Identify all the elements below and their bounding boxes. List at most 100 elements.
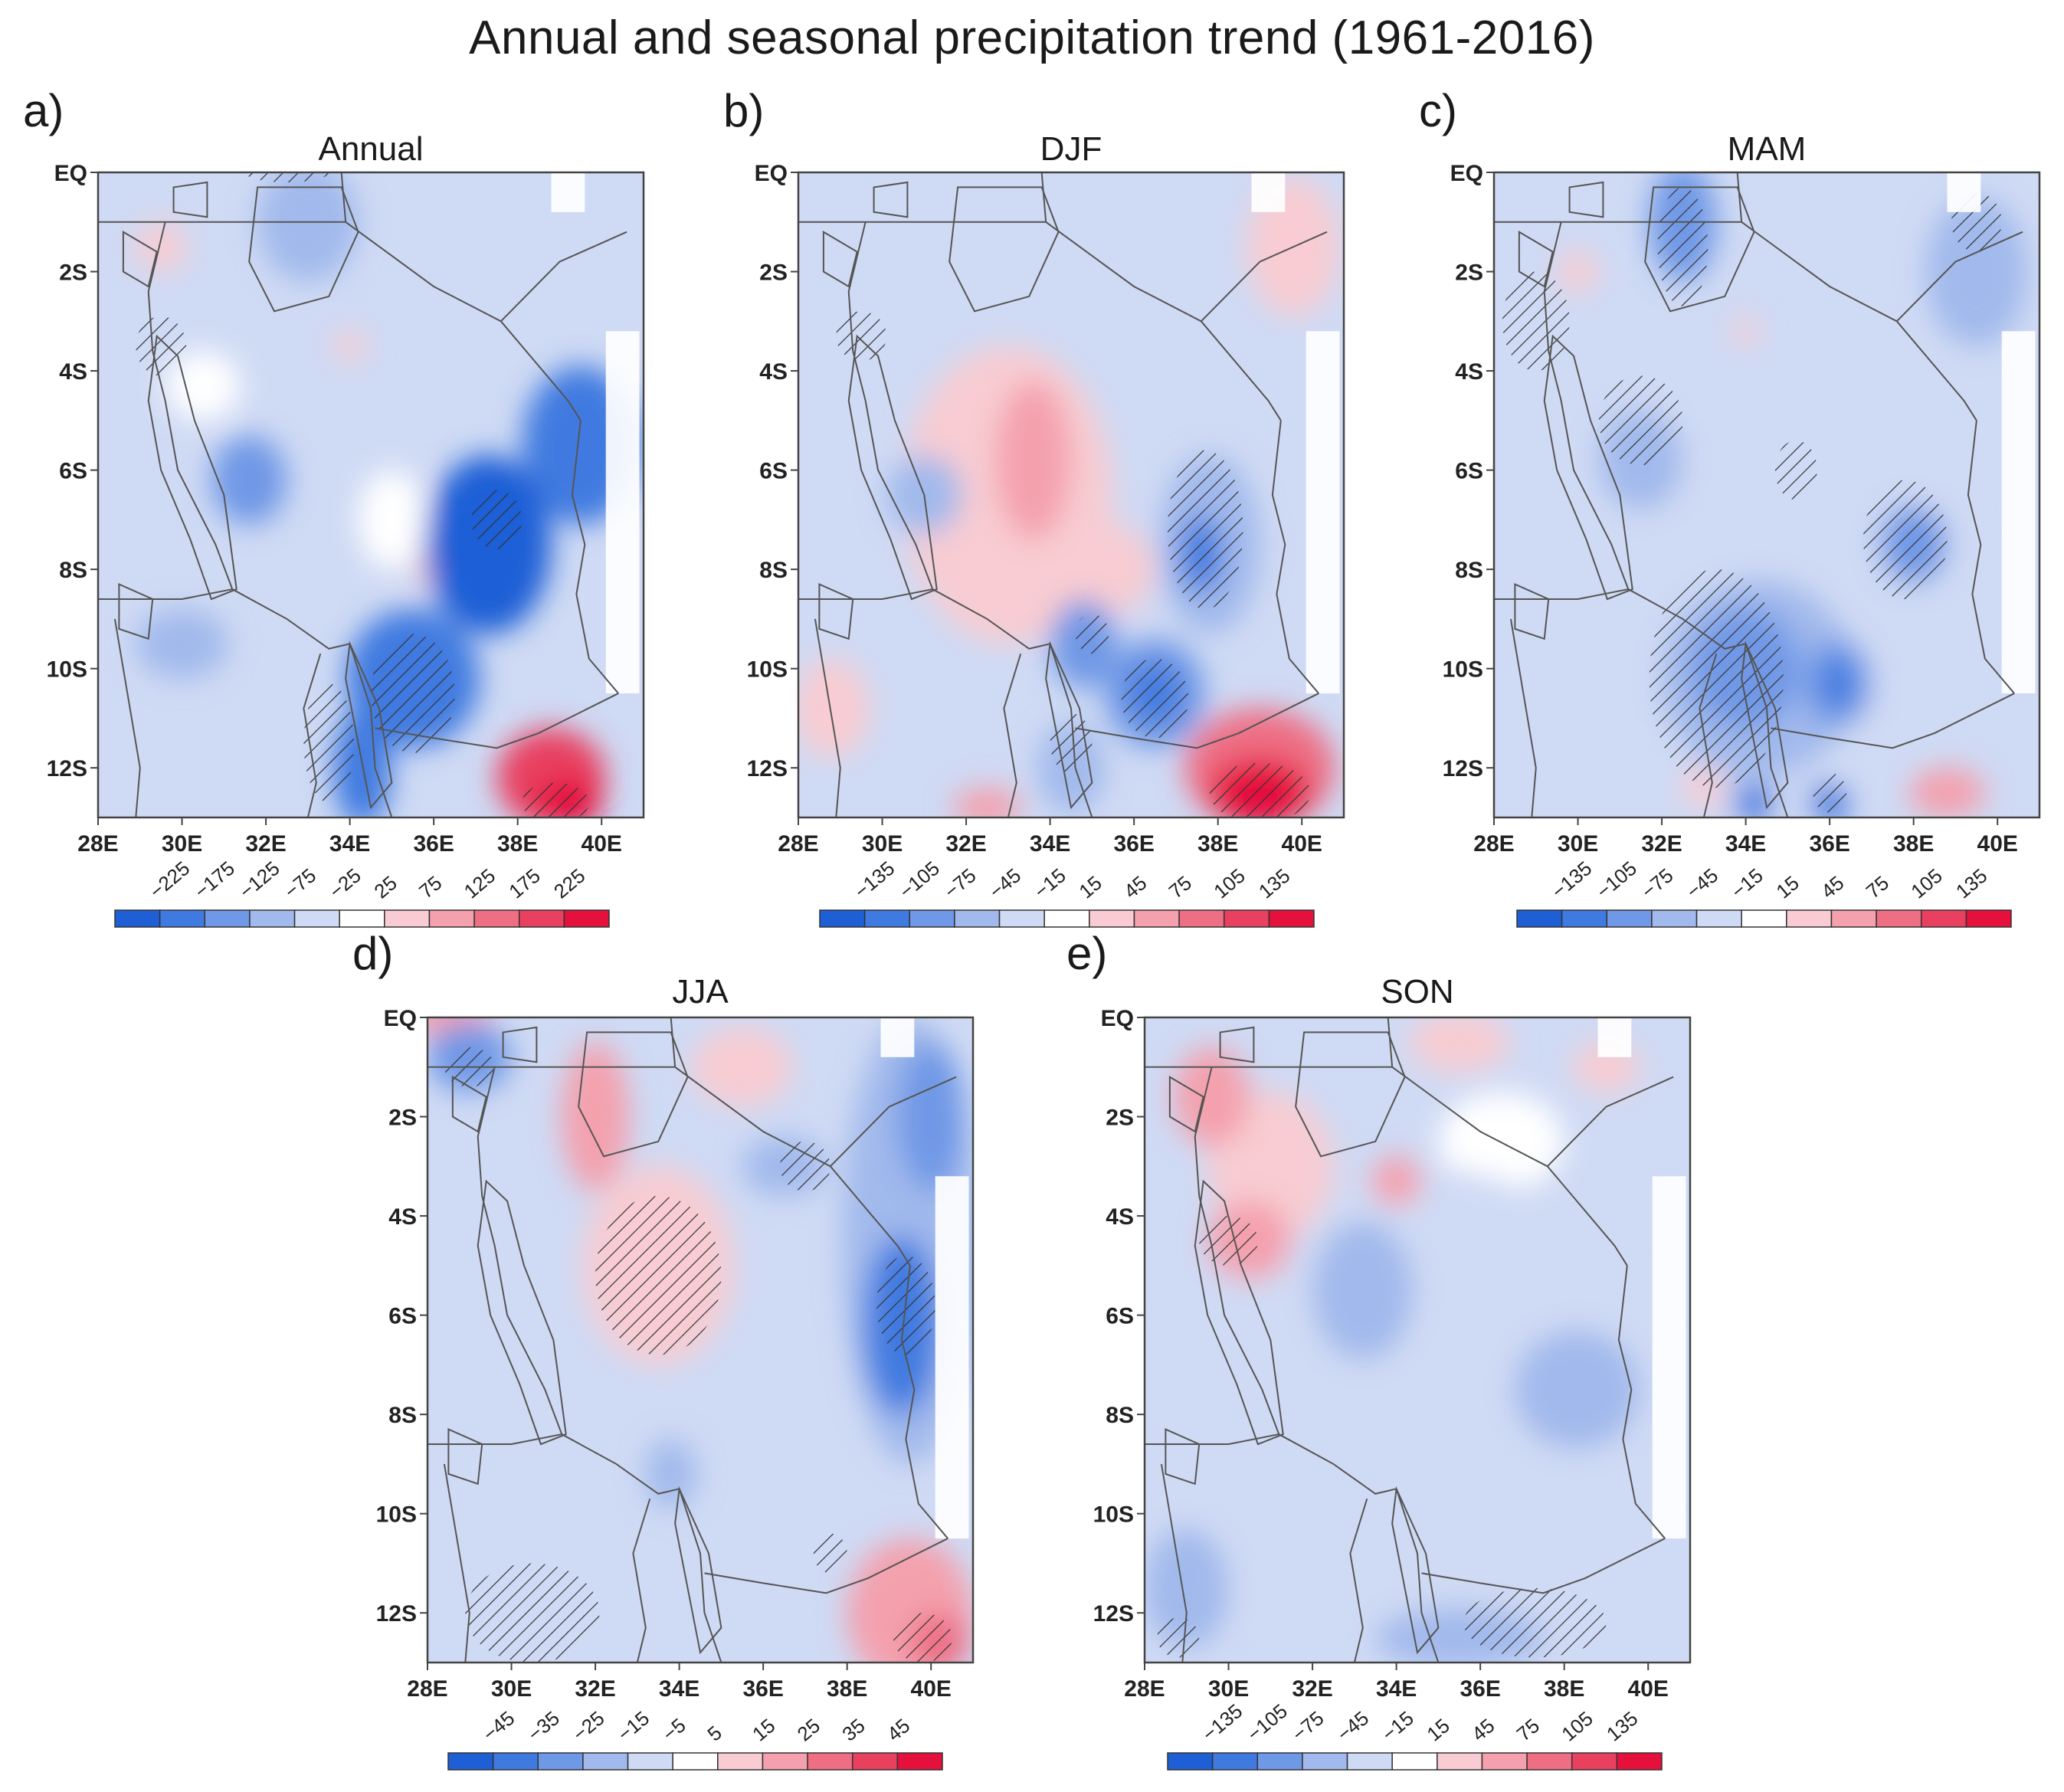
significance-hatch bbox=[1167, 450, 1243, 609]
significance-hatch bbox=[1209, 762, 1311, 817]
x-tick-label: 32E bbox=[575, 1676, 615, 1702]
map-frame bbox=[1143, 1016, 1692, 1664]
x-tick-label: 36E bbox=[413, 831, 454, 857]
country-border bbox=[1003, 653, 1022, 817]
significance-hatch bbox=[471, 490, 523, 550]
country-border bbox=[500, 231, 627, 323]
country-border bbox=[231, 588, 350, 650]
colorbar-swatch bbox=[563, 909, 610, 928]
country-border bbox=[303, 653, 322, 817]
country-border bbox=[814, 618, 841, 817]
colorbar-swatch bbox=[1211, 1752, 1259, 1771]
field-blob bbox=[897, 1042, 965, 1191]
significance-hatch bbox=[1075, 614, 1109, 654]
country-border bbox=[571, 420, 619, 694]
x-tick-label: 28E bbox=[778, 831, 818, 857]
significance-hatch bbox=[1199, 1216, 1258, 1266]
y-tick-label: 2S bbox=[759, 260, 788, 286]
country-border bbox=[1547, 1076, 1674, 1168]
country-border bbox=[932, 588, 1050, 650]
y-tick-label: 4S bbox=[1106, 1204, 1134, 1230]
field-blob bbox=[1438, 1092, 1564, 1191]
country-border bbox=[1627, 588, 1746, 650]
lake-outline bbox=[447, 1428, 483, 1486]
colorbar-tick-label: 105 bbox=[1557, 1707, 1597, 1746]
country-border bbox=[1509, 618, 1537, 817]
field-blob bbox=[1409, 1017, 1510, 1073]
map-frame bbox=[1492, 171, 2041, 819]
significance-hatch bbox=[1863, 480, 1948, 600]
y-tick-label: 2S bbox=[388, 1106, 417, 1131]
x-tick-label: 38E bbox=[827, 1676, 867, 1702]
lake-outline bbox=[172, 181, 208, 218]
significance-hatch bbox=[136, 316, 187, 376]
x-tick-label: 30E bbox=[491, 1676, 532, 1702]
field-blob bbox=[257, 172, 359, 282]
colorbar-swatch bbox=[1268, 909, 1315, 928]
y-tick-label: 10S bbox=[376, 1502, 417, 1528]
lake-outline bbox=[822, 230, 858, 288]
x-tick-label: 30E bbox=[1208, 1676, 1249, 1702]
colorbar-swatch bbox=[1437, 1752, 1483, 1771]
country-border bbox=[98, 588, 233, 601]
panel-e-letter: e) bbox=[1066, 928, 1108, 979]
country-border bbox=[1271, 420, 1319, 694]
panel-b-title: DJF bbox=[1040, 130, 1102, 168]
missing-data bbox=[935, 1176, 969, 1539]
missing-data bbox=[551, 172, 585, 212]
field-blob bbox=[136, 608, 228, 679]
significance-hatch bbox=[522, 782, 589, 817]
significance-hatch bbox=[595, 1196, 722, 1355]
lake-outline bbox=[1391, 1486, 1440, 1655]
field-blob bbox=[995, 381, 1071, 540]
map-field bbox=[798, 172, 1344, 817]
lake-outline bbox=[1045, 640, 1093, 810]
x-tick-label: 32E bbox=[245, 831, 286, 857]
field-blob bbox=[358, 470, 426, 570]
x-tick-label: 34E bbox=[329, 831, 370, 857]
panel-c-title: MAM bbox=[1727, 130, 1807, 168]
country-border bbox=[632, 1498, 651, 1663]
field-blob bbox=[1733, 782, 1775, 817]
y-tick-label: EQ bbox=[1101, 1006, 1134, 1031]
country-border bbox=[798, 588, 933, 601]
x-tick-label: 40E bbox=[1282, 831, 1322, 857]
colorbar-swatch bbox=[1391, 1752, 1438, 1771]
missing-data bbox=[1306, 331, 1340, 694]
lake-outline bbox=[1543, 334, 1633, 601]
x-tick-label: 38E bbox=[1893, 831, 1934, 857]
field-blob bbox=[1513, 1330, 1640, 1450]
country-border bbox=[847, 221, 934, 590]
country-border bbox=[1040, 172, 1047, 222]
y-tick-label: 12S bbox=[47, 756, 87, 781]
y-tick-label: 10S bbox=[1093, 1502, 1134, 1528]
x-tick-label: 40E bbox=[911, 1676, 952, 1702]
y-tick-label: 2S bbox=[59, 260, 87, 286]
x-tick-label: 32E bbox=[1641, 831, 1682, 857]
field-blob bbox=[1557, 251, 1599, 292]
panel-a-title: Annual bbox=[318, 130, 424, 168]
field-blob bbox=[1145, 1528, 1229, 1648]
significance-hatch bbox=[813, 1533, 847, 1574]
colorbar-tick-label: 75 bbox=[1512, 1714, 1544, 1746]
y-tick-label: 12S bbox=[376, 1601, 417, 1627]
country-border bbox=[1494, 221, 1977, 421]
lake-outline bbox=[1518, 230, 1554, 288]
country-border bbox=[1494, 588, 1629, 601]
colorbar-swatch bbox=[1526, 1752, 1573, 1771]
field-blob bbox=[1926, 197, 2027, 346]
x-tick-label: 30E bbox=[1558, 831, 1598, 857]
colorbar-tick-label: 45 bbox=[1467, 1714, 1499, 1746]
lake-outline bbox=[1644, 186, 1755, 313]
colorbar-tick-label: −15 bbox=[1378, 1706, 1418, 1745]
y-tick-label: 8S bbox=[59, 558, 87, 583]
x-tick-label: 34E bbox=[1725, 831, 1766, 857]
country-border bbox=[1967, 420, 2015, 694]
country-border bbox=[98, 221, 582, 421]
x-tick-label: 32E bbox=[1292, 1676, 1332, 1702]
x-tick-label: 34E bbox=[659, 1676, 699, 1702]
panel-c-letter: c) bbox=[1419, 85, 1457, 136]
